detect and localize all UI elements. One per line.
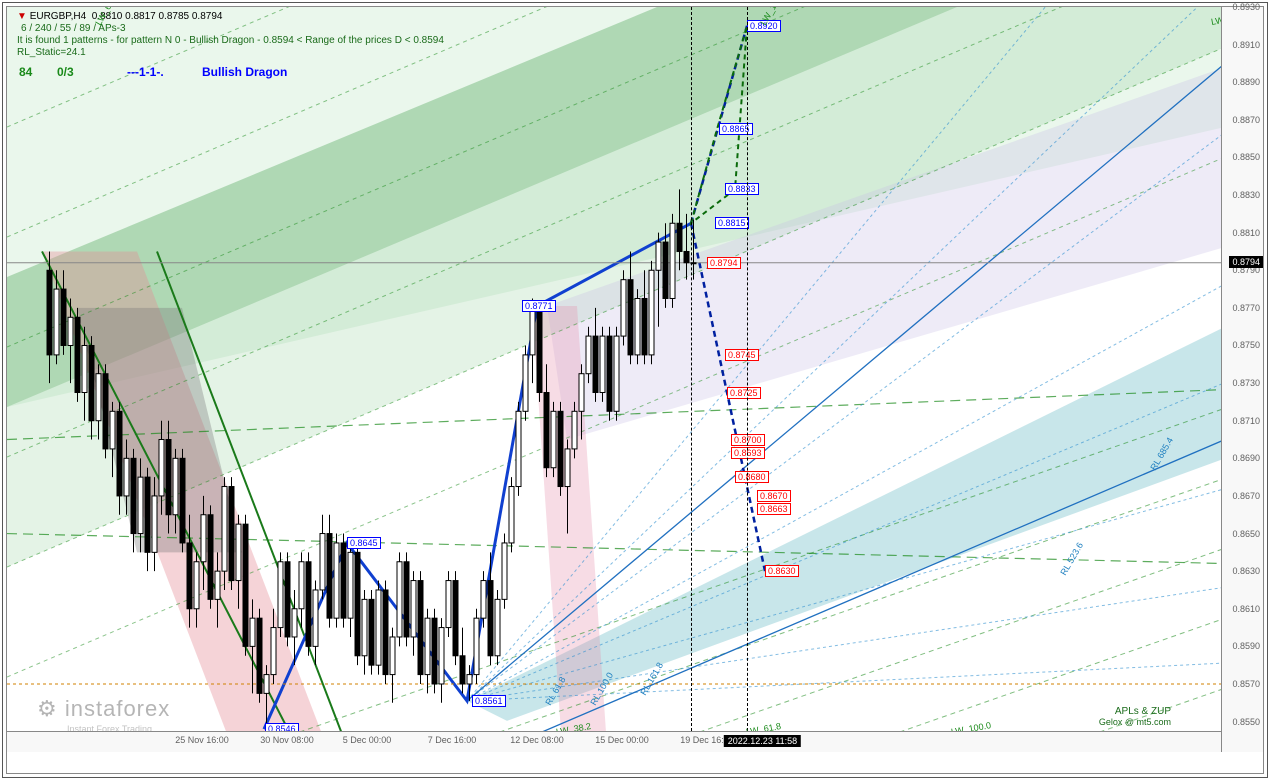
y-tick: 0.8650: [1232, 529, 1260, 539]
y-tick: 0.8570: [1232, 679, 1260, 689]
y-tick: 0.8710: [1232, 416, 1260, 426]
x-tick: 30 Nov 08:00: [260, 735, 314, 745]
price-label: 0.8630: [765, 565, 799, 577]
price-label: 0.8663: [757, 503, 791, 515]
x-tick: 12 Dec 08:00: [510, 735, 564, 745]
y-tick: 0.8550: [1232, 717, 1260, 727]
y-tick: 0.8870: [1232, 115, 1260, 125]
chart-frame: ▼ EURGBP,H4 0.8810 0.8817 0.8785 0.8794 …: [2, 2, 1268, 778]
x-tick: 25 Nov 16:00: [175, 735, 229, 745]
x-axis: 25 Nov 16:00 30 Nov 08:00 5 Dec 00:00 7 Dec…: [7, 731, 1225, 752]
vline: [691, 7, 692, 731]
y-tick: 0.8770: [1232, 303, 1260, 313]
price-label: 0.8794: [707, 257, 741, 269]
header-params: 6 / 240 / 55 / 89 / APs-3: [21, 23, 126, 34]
x-timestamp-box: 2022.12.23 11:58: [724, 735, 801, 747]
header-rlstatic: RL_Static=24.1: [17, 47, 86, 58]
footer-line2: Gelox @ mt5.com: [1099, 717, 1171, 727]
y-tick: 0.8690: [1232, 453, 1260, 463]
price-label: 0.8833: [725, 183, 759, 195]
price-label: 0.8561: [472, 695, 506, 707]
plot-area[interactable]: ▼ EURGBP,H4 0.8810 0.8817 0.8785 0.8794 …: [7, 7, 1225, 752]
y-tick: 0.8930: [1232, 2, 1260, 12]
y-tick: 0.8630: [1232, 566, 1260, 576]
footer-right: APLs & ZUP Gelox @ mt5.com: [1099, 706, 1171, 727]
price-label: 0.8745: [725, 349, 759, 361]
x-tick: 5 Dec 00:00: [343, 735, 392, 745]
pattern-name: Bullish Dragon: [202, 65, 287, 79]
y-tick: 0.8890: [1232, 77, 1260, 87]
vline: [747, 7, 748, 731]
y-tick: 0.8590: [1232, 641, 1260, 651]
price-label: 0.8725: [727, 387, 761, 399]
plot-svg: [7, 7, 1225, 752]
price-label: 0.8771: [522, 300, 556, 312]
header-symbol: ▼ EURGBP,H4 0.8810 0.8817 0.8785 0.8794: [17, 11, 222, 22]
current-price-marker: 0.8794: [1229, 256, 1263, 268]
y-tick: 0.8850: [1232, 152, 1260, 162]
footer-line1: APLs & ZUP: [1099, 706, 1171, 717]
price-label: 0.8670: [757, 490, 791, 502]
price-label: 0.8815: [715, 217, 749, 229]
pattern-code: ---1-1-.: [127, 65, 164, 79]
y-tick: 0.8810: [1232, 228, 1260, 238]
y-tick: 0.8910: [1232, 40, 1260, 50]
watermark: ⚙ instaforex: [37, 696, 170, 722]
y-tick: 0.8730: [1232, 378, 1260, 388]
y-tick: 0.8610: [1232, 604, 1260, 614]
pattern-num: 84: [19, 65, 32, 79]
price-label: 0.8680: [735, 471, 769, 483]
pattern-ratio: 0/3: [57, 65, 74, 79]
y-tick: 0.8750: [1232, 340, 1260, 350]
chart-inner: ▼ EURGBP,H4 0.8810 0.8817 0.8785 0.8794 …: [6, 6, 1264, 774]
y-tick: 0.8830: [1232, 190, 1260, 200]
x-tick: 15 Dec 00:00: [595, 735, 649, 745]
x-tick: 7 Dec 16:00: [428, 735, 477, 745]
y-tick: 0.8670: [1232, 491, 1260, 501]
price-label: 0.8645: [347, 537, 381, 549]
header-pattern-info: It is found 1 patterns - for pattern N 0…: [17, 35, 444, 46]
y-axis: 0.89300.89100.88900.88700.88500.88300.88…: [1221, 7, 1263, 752]
